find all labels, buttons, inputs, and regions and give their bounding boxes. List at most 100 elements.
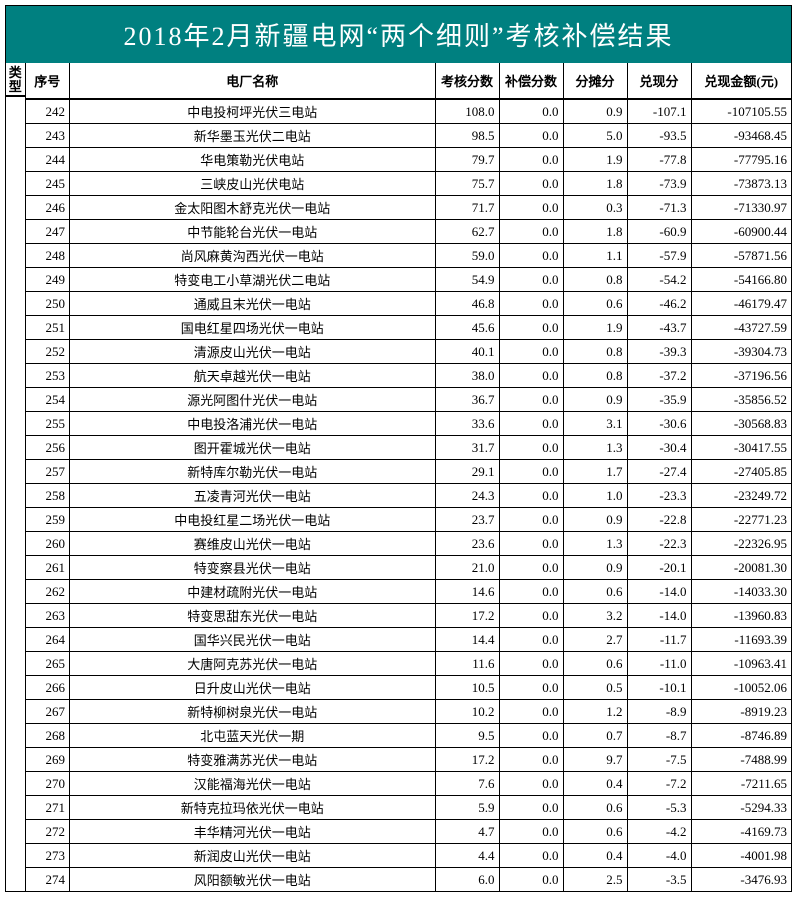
cell-score: 40.1 — [435, 340, 499, 364]
header-name: 电厂名称 — [70, 63, 435, 99]
table-row: 242中电投柯坪光伏三电站108.00.00.9-107.1-107105.55 — [26, 99, 791, 124]
cell-cash-pts: -22.8 — [627, 508, 691, 532]
cell-share: 0.8 — [563, 268, 627, 292]
cell-comp: 0.0 — [499, 868, 563, 892]
cell-seq: 264 — [26, 628, 70, 652]
cell-score: 7.6 — [435, 772, 499, 796]
type-column: 类型 — [6, 63, 26, 891]
cell-seq: 271 — [26, 796, 70, 820]
header-type: 类型 — [6, 63, 25, 97]
cell-cash-pts: -14.0 — [627, 580, 691, 604]
cell-cash-pts: -11.0 — [627, 652, 691, 676]
cell-seq: 266 — [26, 676, 70, 700]
cell-share: 1.3 — [563, 532, 627, 556]
table-row: 265大唐阿克苏光伏一电站11.60.00.6-11.0-10963.41 — [26, 652, 791, 676]
cell-cash-amt: -107105.55 — [691, 99, 791, 124]
cell-share: 1.3 — [563, 436, 627, 460]
cell-name: 赛维皮山光伏一电站 — [70, 532, 435, 556]
cell-cash-pts: -4.2 — [627, 820, 691, 844]
cell-cash-amt: -20081.30 — [691, 556, 791, 580]
table-row: 254源光阿图什光伏一电站36.70.00.9-35.9-35856.52 — [26, 388, 791, 412]
cell-score: 38.0 — [435, 364, 499, 388]
cell-name: 源光阿图什光伏一电站 — [70, 388, 435, 412]
cell-seq: 242 — [26, 99, 70, 124]
cell-seq: 253 — [26, 364, 70, 388]
cell-name: 北屯蓝天光伏一期 — [70, 724, 435, 748]
table-row: 262中建材疏附光伏一电站14.60.00.6-14.0-14033.30 — [26, 580, 791, 604]
cell-seq: 251 — [26, 316, 70, 340]
cell-score: 45.6 — [435, 316, 499, 340]
cell-name: 五凌青河光伏一电站 — [70, 484, 435, 508]
header-score: 考核分数 — [435, 63, 499, 99]
cell-seq: 262 — [26, 580, 70, 604]
cell-comp: 0.0 — [499, 724, 563, 748]
cell-comp: 0.0 — [499, 364, 563, 388]
cell-cash-amt: -60900.44 — [691, 220, 791, 244]
cell-comp: 0.0 — [499, 700, 563, 724]
cell-seq: 244 — [26, 148, 70, 172]
cell-score: 10.2 — [435, 700, 499, 724]
cell-name: 特变雅满苏光伏一电站 — [70, 748, 435, 772]
cell-cash-amt: -14033.30 — [691, 580, 791, 604]
cell-share: 2.7 — [563, 628, 627, 652]
cell-cash-amt: -4169.73 — [691, 820, 791, 844]
cell-comp: 0.0 — [499, 99, 563, 124]
cell-cash-pts: -4.0 — [627, 844, 691, 868]
cell-name: 国华兴民光伏一电站 — [70, 628, 435, 652]
cell-score: 46.8 — [435, 292, 499, 316]
cell-cash-amt: -35856.52 — [691, 388, 791, 412]
cell-share: 3.2 — [563, 604, 627, 628]
cell-share: 1.8 — [563, 220, 627, 244]
cell-cash-pts: -60.9 — [627, 220, 691, 244]
cell-cash-pts: -46.2 — [627, 292, 691, 316]
cell-seq: 252 — [26, 340, 70, 364]
cell-score: 24.3 — [435, 484, 499, 508]
cell-score: 31.7 — [435, 436, 499, 460]
cell-cash-amt: -37196.56 — [691, 364, 791, 388]
cell-share: 0.3 — [563, 196, 627, 220]
cell-seq: 245 — [26, 172, 70, 196]
cell-name: 日升皮山光伏一电站 — [70, 676, 435, 700]
table-row: 250通威且末光伏一电站46.80.00.6-46.2-46179.47 — [26, 292, 791, 316]
cell-cash-amt: -8919.23 — [691, 700, 791, 724]
cell-name: 金太阳图木舒克光伏一电站 — [70, 196, 435, 220]
cell-score: 6.0 — [435, 868, 499, 892]
header-row: 序号 电厂名称 考核分数 补偿分数 分摊分 兑现分 兑现金额(元) — [26, 63, 791, 99]
table-row: 253航天卓越光伏一电站38.00.00.8-37.2-37196.56 — [26, 364, 791, 388]
cell-comp: 0.0 — [499, 436, 563, 460]
cell-cash-amt: -5294.33 — [691, 796, 791, 820]
cell-share: 0.6 — [563, 292, 627, 316]
cell-name: 中电投柯坪光伏三电站 — [70, 99, 435, 124]
cell-cash-amt: -8746.89 — [691, 724, 791, 748]
cell-cash-pts: -8.7 — [627, 724, 691, 748]
cell-score: 79.7 — [435, 148, 499, 172]
table-row: 257新特库尔勒光伏一电站29.10.01.7-27.4-27405.85 — [26, 460, 791, 484]
cell-comp: 0.0 — [499, 676, 563, 700]
cell-comp: 0.0 — [499, 820, 563, 844]
cell-seq: 257 — [26, 460, 70, 484]
cell-cash-pts: -8.9 — [627, 700, 691, 724]
cell-name: 航天卓越光伏一电站 — [70, 364, 435, 388]
cell-name: 新特库尔勒光伏一电站 — [70, 460, 435, 484]
cell-cash-pts: -14.0 — [627, 604, 691, 628]
cell-cash-pts: -43.7 — [627, 316, 691, 340]
table-row: 252清源皮山光伏一电站40.10.00.8-39.3-39304.73 — [26, 340, 791, 364]
cell-seq: 261 — [26, 556, 70, 580]
cell-comp: 0.0 — [499, 580, 563, 604]
cell-seq: 270 — [26, 772, 70, 796]
cell-seq: 267 — [26, 700, 70, 724]
cell-name: 中建材疏附光伏一电站 — [70, 580, 435, 604]
cell-share: 2.5 — [563, 868, 627, 892]
cell-comp: 0.0 — [499, 748, 563, 772]
cell-score: 23.6 — [435, 532, 499, 556]
cell-score: 23.7 — [435, 508, 499, 532]
cell-cash-pts: -39.3 — [627, 340, 691, 364]
cell-name: 特变察县光伏一电站 — [70, 556, 435, 580]
cell-score: 98.5 — [435, 124, 499, 148]
cell-cash-amt: -46179.47 — [691, 292, 791, 316]
report-container: 2018年2月新疆电网“两个细则”考核补偿结果 类型 序号 电厂名称 考核分数 — [5, 5, 792, 892]
cell-share: 1.8 — [563, 172, 627, 196]
cell-cash-pts: -77.8 — [627, 148, 691, 172]
cell-name: 中电投洛浦光伏一电站 — [70, 412, 435, 436]
cell-comp: 0.0 — [499, 508, 563, 532]
